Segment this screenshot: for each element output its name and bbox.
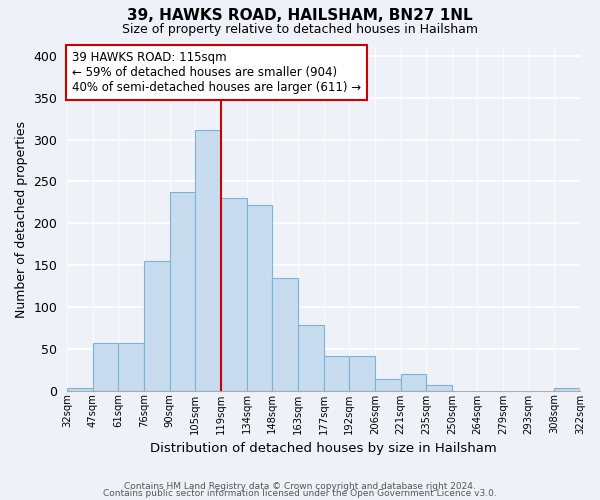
Bar xyxy=(144,261,170,390)
X-axis label: Distribution of detached houses by size in Hailsham: Distribution of detached houses by size … xyxy=(150,442,497,455)
Bar xyxy=(221,198,247,390)
Text: 39 HAWKS ROAD: 115sqm
← 59% of detached houses are smaller (904)
40% of semi-det: 39 HAWKS ROAD: 115sqm ← 59% of detached … xyxy=(72,51,361,94)
Bar xyxy=(375,379,401,390)
Bar xyxy=(554,388,580,390)
Bar xyxy=(401,374,426,390)
Bar xyxy=(426,384,452,390)
Bar xyxy=(323,356,349,390)
Bar xyxy=(170,192,196,390)
Bar xyxy=(272,278,298,390)
Bar xyxy=(196,130,221,390)
Text: Contains HM Land Registry data © Crown copyright and database right 2024.: Contains HM Land Registry data © Crown c… xyxy=(124,482,476,491)
Bar xyxy=(67,388,93,390)
Text: 39, HAWKS ROAD, HAILSHAM, BN27 1NL: 39, HAWKS ROAD, HAILSHAM, BN27 1NL xyxy=(127,8,473,22)
Text: Contains public sector information licensed under the Open Government Licence v3: Contains public sector information licen… xyxy=(103,489,497,498)
Y-axis label: Number of detached properties: Number of detached properties xyxy=(15,120,28,318)
Bar xyxy=(93,343,118,390)
Bar xyxy=(349,356,375,390)
Bar xyxy=(247,205,272,390)
Bar xyxy=(298,326,323,390)
Text: Size of property relative to detached houses in Hailsham: Size of property relative to detached ho… xyxy=(122,22,478,36)
Bar xyxy=(118,343,144,390)
